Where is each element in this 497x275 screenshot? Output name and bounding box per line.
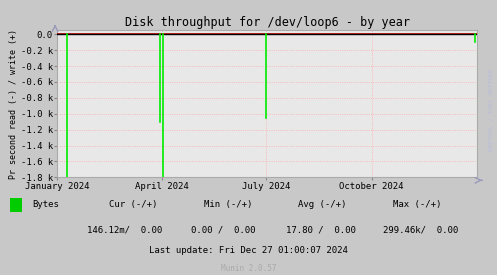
Text: 299.46k/  0.00: 299.46k/ 0.00: [383, 225, 458, 234]
Text: Cur (-/+): Cur (-/+): [109, 200, 158, 209]
Text: Munin 2.0.57: Munin 2.0.57: [221, 264, 276, 273]
Text: 17.80 /  0.00: 17.80 / 0.00: [286, 225, 356, 234]
Y-axis label: Pr second read (-) / write (+): Pr second read (-) / write (+): [9, 29, 18, 179]
Text: 0.00 /  0.00: 0.00 / 0.00: [191, 225, 256, 234]
Text: 146.12m/  0.00: 146.12m/ 0.00: [87, 225, 162, 234]
Text: RRDTOOL / TOBI OETIKER: RRDTOOL / TOBI OETIKER: [489, 69, 494, 151]
Text: Last update: Fri Dec 27 01:00:07 2024: Last update: Fri Dec 27 01:00:07 2024: [149, 246, 348, 255]
Text: Bytes: Bytes: [32, 200, 59, 209]
Text: Max (-/+): Max (-/+): [393, 200, 441, 209]
Text: Avg (-/+): Avg (-/+): [298, 200, 346, 209]
Title: Disk throughput for /dev/loop6 - by year: Disk throughput for /dev/loop6 - by year: [125, 16, 410, 29]
Text: Min (-/+): Min (-/+): [204, 200, 252, 209]
